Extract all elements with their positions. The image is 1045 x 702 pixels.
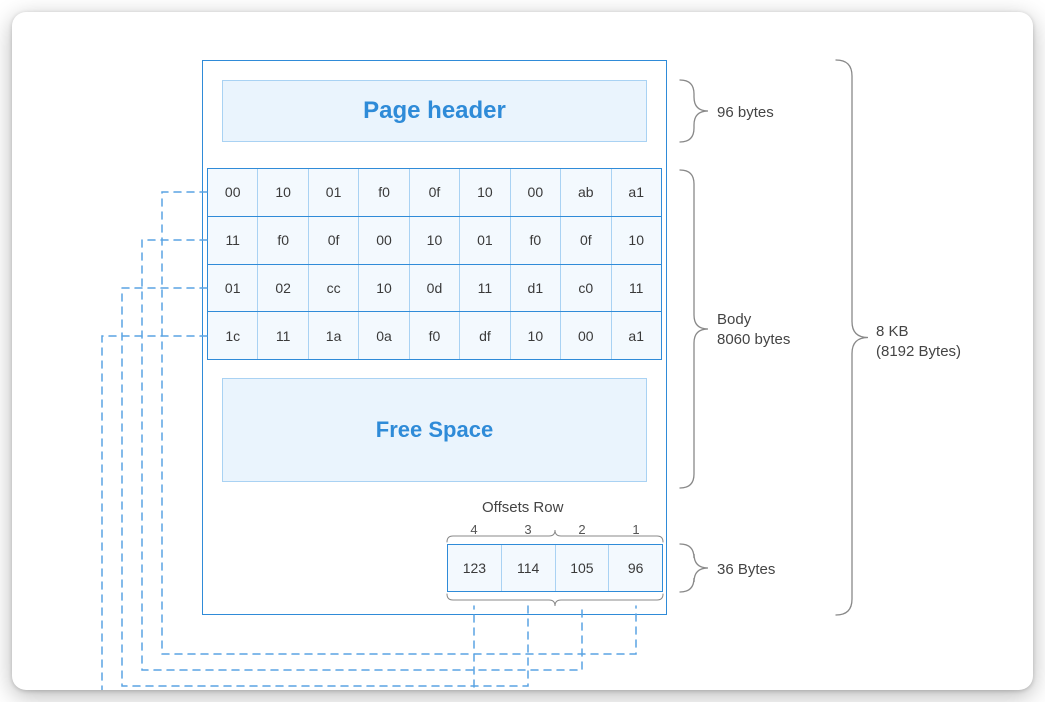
data-cell: c0 <box>560 265 610 312</box>
label-body-line1: Body <box>717 311 751 328</box>
label-total-line1: 8 KB <box>876 323 909 340</box>
data-cell: 00 <box>510 169 560 216</box>
offset-index: 2 <box>555 522 609 537</box>
data-cell: ab <box>560 169 610 216</box>
data-cell: cc <box>308 265 358 312</box>
data-cell: 01 <box>308 169 358 216</box>
offset-index: 1 <box>609 522 663 537</box>
offset-index: 4 <box>447 522 501 537</box>
data-cell: a1 <box>611 312 661 359</box>
data-cell: f0 <box>257 217 307 264</box>
label-header-size: 96 bytes <box>717 103 774 123</box>
offset-index-row: 4321 <box>447 522 663 537</box>
data-cell: 00 <box>208 169 257 216</box>
data-cell: 10 <box>358 265 408 312</box>
offset-cell: 96 <box>608 545 662 591</box>
data-cell: 10 <box>459 169 509 216</box>
data-cell: 02 <box>257 265 307 312</box>
offset-cell: 114 <box>501 545 555 591</box>
data-cell: f0 <box>358 169 408 216</box>
page-header-title: Page header <box>363 97 506 125</box>
label-total-line2: (8192 Bytes) <box>876 343 961 360</box>
label-offsets-size: 36 Bytes <box>717 560 775 580</box>
label-total-size: 8 KB (8192 Bytes) <box>876 322 961 363</box>
free-space-title: Free Space <box>376 417 493 443</box>
offset-grid: 12311410596 <box>447 544 663 592</box>
data-cell: 0d <box>409 265 459 312</box>
data-cell: 10 <box>510 312 560 359</box>
offset-index: 3 <box>501 522 555 537</box>
data-cell: 0f <box>560 217 610 264</box>
data-cell: 11 <box>257 312 307 359</box>
data-cell: 0a <box>358 312 408 359</box>
data-cell: d1 <box>510 265 560 312</box>
data-row: 001001f00f1000aba1 <box>208 169 661 216</box>
data-cell: 1a <box>308 312 358 359</box>
data-cell: 11 <box>459 265 509 312</box>
offset-cell: 105 <box>555 545 609 591</box>
data-cell: 10 <box>409 217 459 264</box>
data-cell: 10 <box>257 169 307 216</box>
offsets-row-title: Offsets Row <box>482 499 563 516</box>
label-body-size: Body 8060 bytes <box>717 310 790 351</box>
page-header-box: Page header <box>222 80 647 142</box>
data-cell: 01 <box>459 217 509 264</box>
data-cell: 0f <box>409 169 459 216</box>
data-byte-grid: 001001f00f1000aba111f00f001001f00f100102… <box>207 168 662 360</box>
data-row: 1c111a0af0df1000a1 <box>208 311 661 359</box>
data-cell: df <box>459 312 509 359</box>
data-cell: 00 <box>358 217 408 264</box>
free-space-box: Free Space <box>222 378 647 482</box>
data-cell: 11 <box>611 265 661 312</box>
data-cell: a1 <box>611 169 661 216</box>
data-cell: 11 <box>208 217 257 264</box>
data-row: 0102cc100d11d1c011 <box>208 264 661 312</box>
diagram-card: Page header 001001f00f1000aba111f00f0010… <box>12 12 1033 690</box>
data-cell: 10 <box>611 217 661 264</box>
data-cell: 00 <box>560 312 610 359</box>
data-cell: f0 <box>409 312 459 359</box>
label-body-line2: 8060 bytes <box>717 331 790 348</box>
data-cell: 01 <box>208 265 257 312</box>
data-cell: 1c <box>208 312 257 359</box>
data-cell: f0 <box>510 217 560 264</box>
data-cell: 0f <box>308 217 358 264</box>
offset-cell: 123 <box>448 545 501 591</box>
data-row: 11f00f001001f00f10 <box>208 216 661 264</box>
